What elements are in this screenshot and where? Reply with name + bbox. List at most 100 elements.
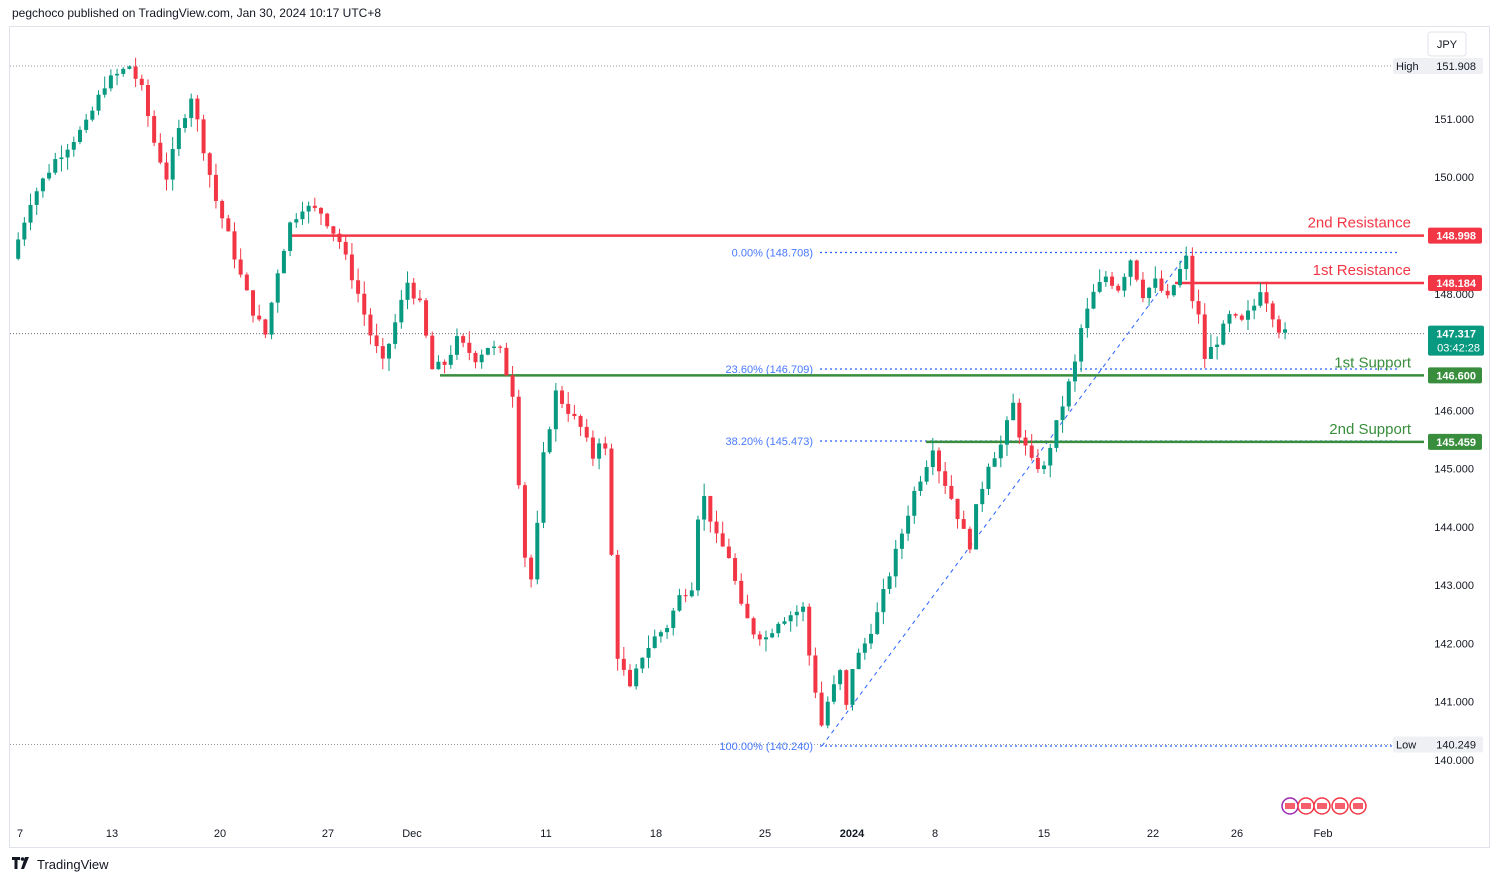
candle-body	[844, 670, 849, 705]
candle-body	[1085, 308, 1090, 329]
candle-body	[671, 610, 676, 628]
level-price-badge: 145.459	[1436, 437, 1476, 449]
candle-body	[1054, 420, 1059, 448]
candle-body	[1066, 381, 1071, 407]
candle-body	[646, 647, 651, 658]
candle-body	[943, 471, 948, 486]
event-flag-stripe	[1301, 803, 1311, 809]
candle-body	[213, 174, 218, 201]
candle-body	[454, 336, 459, 355]
candle-body	[813, 655, 818, 693]
candle-body	[176, 127, 181, 149]
candle-body	[739, 580, 744, 604]
candle-body	[343, 241, 348, 255]
time-tick-label: 7	[17, 828, 23, 840]
candle-body	[930, 450, 935, 468]
candle-body	[1017, 402, 1022, 438]
candle-body	[380, 346, 385, 359]
candle-body	[603, 443, 608, 449]
candle-body	[349, 254, 354, 281]
candle-body	[127, 66, 132, 69]
candle-body	[1060, 406, 1065, 421]
candle-body	[1233, 314, 1238, 316]
candle-body	[770, 633, 775, 638]
candle-body	[139, 78, 144, 86]
candle-body	[1011, 402, 1016, 421]
time-tick-label: 26	[1231, 828, 1243, 840]
candle-body	[683, 595, 688, 597]
candle-body	[782, 621, 787, 624]
candle-body	[825, 701, 830, 726]
candle-body	[16, 239, 21, 259]
candle-body	[492, 346, 497, 348]
candle-body	[34, 191, 39, 205]
price-tick-label: 151.000	[1434, 114, 1474, 126]
extreme-badge-label: High	[1396, 61, 1419, 73]
candle-body	[726, 546, 731, 559]
candle-body	[535, 522, 540, 580]
extreme-badge-bg	[1393, 736, 1483, 753]
candle-body	[189, 98, 194, 119]
candle-body	[955, 498, 960, 520]
candle-body	[862, 643, 867, 653]
event-flag-stripe	[1285, 803, 1295, 809]
candle-body	[226, 218, 231, 232]
support-resistance-lines: 2nd Resistance 1st Resistance 1st Support 2…	[290, 215, 1424, 444]
candle-body	[1110, 276, 1115, 286]
tradingview-footer[interactable]: TradingView	[12, 857, 109, 872]
candle-body	[541, 452, 546, 523]
candle-body	[974, 504, 979, 550]
candle-body	[108, 75, 113, 89]
candle-body	[1215, 344, 1220, 347]
candle-body	[609, 448, 614, 555]
candle-body	[807, 606, 812, 656]
candle-body	[1023, 437, 1028, 446]
time-tick-label: 18	[650, 828, 662, 840]
event-flags-icon	[1281, 797, 1367, 815]
price-tick-label: 146.000	[1434, 405, 1474, 417]
level-price-badge-bg	[1428, 367, 1482, 384]
candle-body	[1283, 329, 1288, 333]
candle-body	[1264, 292, 1269, 304]
candle-body	[220, 200, 225, 219]
level-price-badge-bg	[1428, 227, 1482, 244]
candle-body	[281, 250, 286, 274]
candle-body	[665, 627, 670, 633]
candle-body	[906, 515, 911, 534]
fib-level-label: 38.20% (145.473)	[726, 436, 813, 448]
candle-body	[1196, 301, 1201, 315]
candle-body	[22, 222, 27, 240]
level-price-badge: 148.998	[1436, 231, 1476, 243]
candle-body	[801, 606, 806, 612]
candle-body	[59, 157, 64, 160]
candle-body	[1184, 255, 1189, 270]
candle-body	[77, 129, 82, 142]
publisher-caption: pegchoco published on TradingView.com, J…	[12, 6, 382, 20]
candle-body	[918, 481, 923, 491]
candle-body	[757, 634, 762, 640]
candle-body	[90, 110, 95, 120]
candle-body	[1097, 282, 1102, 292]
candle-body	[751, 618, 756, 635]
candle-body	[269, 302, 274, 335]
candle-body	[658, 632, 663, 637]
candle-body	[257, 315, 262, 320]
price-tick-label: 150.000	[1434, 172, 1474, 184]
candle-body	[967, 528, 972, 550]
candle-body	[436, 361, 441, 370]
candle-body	[244, 274, 249, 291]
time-tick-label: 15	[1038, 828, 1050, 840]
current-price-badge-bg	[1428, 325, 1484, 356]
event-flag-stripe	[1317, 803, 1327, 809]
candle-body	[238, 259, 243, 275]
candle-body	[47, 172, 52, 179]
candle-body	[96, 94, 101, 111]
candle-body	[1128, 260, 1133, 277]
extreme-badge-value: 140.249	[1436, 739, 1476, 751]
price-tick-label: 145.000	[1434, 464, 1474, 476]
candle-body	[145, 85, 150, 117]
candle-body	[1116, 285, 1121, 291]
candle-body	[986, 466, 991, 489]
candle-body	[714, 521, 719, 534]
